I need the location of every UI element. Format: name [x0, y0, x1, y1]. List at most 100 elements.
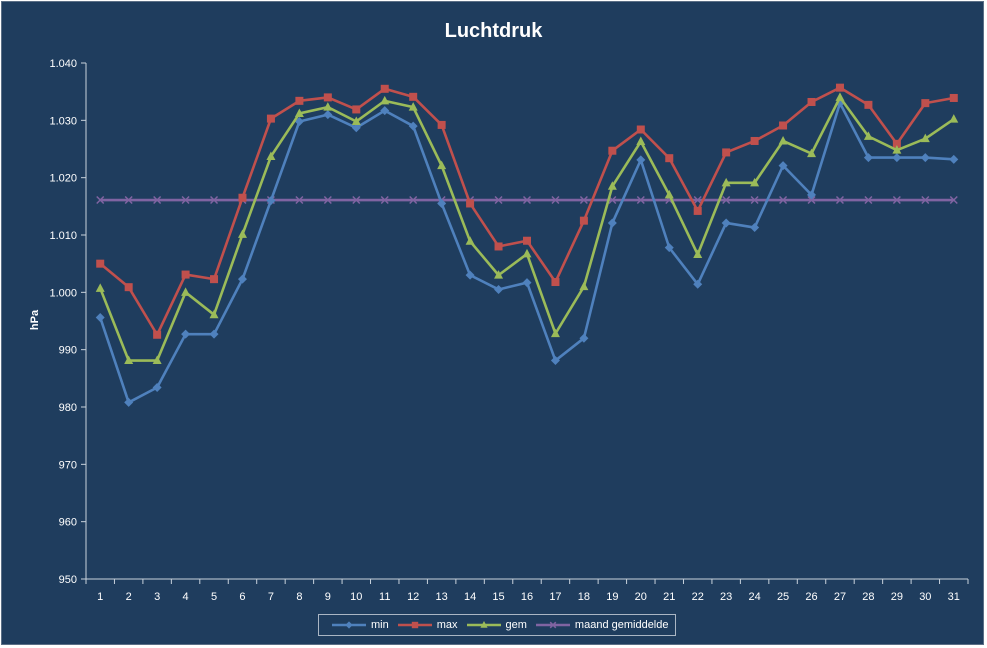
data-point-maand-gemiddelde	[722, 195, 731, 205]
y-tick-label: 950	[59, 574, 77, 586]
series-gem	[95, 92, 959, 365]
data-point-gem	[437, 160, 447, 170]
data-point-max	[210, 275, 219, 284]
data-point-gem	[636, 136, 646, 146]
data-point-max	[864, 100, 873, 109]
x-tick-label: 8	[296, 591, 302, 603]
data-point-gem	[664, 189, 674, 199]
series-max	[96, 83, 958, 339]
data-point-maand-gemiddelde	[181, 195, 190, 205]
data-point-max	[949, 93, 958, 102]
data-point-min	[494, 284, 504, 294]
data-point-min	[920, 153, 930, 163]
data-point-gem	[209, 309, 219, 319]
data-point-gem	[237, 229, 247, 238]
series-min	[95, 98, 959, 407]
data-point-min	[522, 278, 532, 288]
x-tick-label: 26	[805, 591, 817, 603]
data-point-gem	[550, 328, 560, 338]
data-point-min	[266, 196, 276, 206]
y-tick-label: 980	[59, 402, 77, 414]
data-point-gem	[721, 177, 731, 187]
data-point-max	[266, 114, 275, 123]
x-tick-label: 6	[239, 591, 245, 603]
data-point-maand-gemiddelde	[807, 195, 816, 205]
legend-marker-gem	[479, 621, 488, 628]
data-point-max	[380, 84, 389, 93]
x-tick-label: 14	[464, 591, 476, 603]
data-point-min	[778, 161, 788, 171]
x-tick-label: 4	[183, 591, 189, 603]
legend-label-min: min	[371, 619, 389, 631]
x-tick-label: 5	[211, 591, 217, 603]
data-point-gem	[323, 102, 333, 111]
data-point-min	[408, 121, 418, 131]
data-point-max	[921, 99, 930, 108]
data-point-max	[608, 146, 617, 155]
data-point-max	[750, 136, 759, 145]
data-point-max	[466, 199, 475, 208]
x-tick-label: 16	[521, 591, 533, 603]
data-point-min	[892, 153, 902, 163]
data-point-min	[351, 123, 361, 133]
x-tick-label: 22	[692, 591, 704, 603]
legend: min max gem maand gemiddelde	[318, 614, 676, 636]
x-tick-label: 23	[720, 591, 732, 603]
x-tick-label: 3	[154, 591, 160, 603]
legend-label-max: max	[436, 619, 458, 631]
series-maand-gemiddelde	[96, 195, 958, 205]
data-point-gem	[124, 355, 134, 365]
data-point-gem	[266, 151, 276, 160]
data-point-maand-gemiddelde	[380, 195, 389, 205]
data-point-maand-gemiddelde	[352, 195, 361, 205]
data-point-gem	[522, 248, 532, 258]
data-point-max	[352, 105, 361, 114]
data-point-gem	[750, 177, 760, 187]
data-point-gem	[920, 133, 930, 143]
data-point-max	[238, 193, 247, 202]
data-point-min	[237, 274, 247, 284]
x-tick-label: 31	[948, 591, 960, 603]
x-tick-label: 30	[919, 591, 931, 603]
data-point-max	[579, 216, 588, 225]
data-point-min	[550, 356, 560, 366]
data-point-min	[323, 110, 333, 120]
data-point-maand-gemiddelde	[579, 195, 588, 205]
data-point-maand-gemiddelde	[96, 195, 105, 205]
data-point-gem	[181, 287, 191, 296]
data-point-gem	[863, 131, 873, 140]
data-point-maand-gemiddelde	[921, 195, 930, 205]
data-point-max	[665, 154, 674, 163]
legend-marker-max	[411, 621, 418, 629]
data-point-gem	[579, 281, 589, 291]
data-point-max	[636, 125, 645, 134]
legend-item-min: min	[331, 619, 389, 631]
data-point-max	[494, 242, 503, 251]
data-point-maand-gemiddelde	[551, 195, 560, 205]
y-tick-label: 1.000	[49, 287, 77, 299]
data-point-max	[153, 330, 162, 339]
data-point-min	[693, 279, 703, 289]
data-point-max	[693, 206, 702, 215]
data-point-gem	[294, 108, 304, 117]
data-point-min	[380, 106, 390, 116]
legend-item-maand-gemiddelde: maand gemiddelde	[535, 619, 669, 631]
data-point-maand-gemiddelde	[153, 195, 162, 205]
data-point-maand-gemiddelde	[409, 195, 418, 205]
data-point-maand-gemiddelde	[124, 195, 133, 205]
data-point-maand-gemiddelde	[693, 195, 702, 205]
data-point-maand-gemiddelde	[835, 195, 844, 205]
data-point-min	[465, 270, 475, 280]
data-point-max	[779, 121, 788, 130]
data-point-maand-gemiddelde	[636, 195, 645, 205]
data-point-max	[892, 139, 901, 148]
data-point-maand-gemiddelde	[522, 195, 532, 205]
data-point-max	[807, 97, 816, 106]
x-tick-label: 2	[126, 591, 132, 603]
x-tick-label: 25	[777, 591, 789, 603]
data-point-min	[807, 190, 817, 200]
data-point-min	[750, 223, 760, 233]
x-tick-label: 11	[379, 591, 390, 603]
chart-title: Luchtdruk	[444, 20, 543, 42]
